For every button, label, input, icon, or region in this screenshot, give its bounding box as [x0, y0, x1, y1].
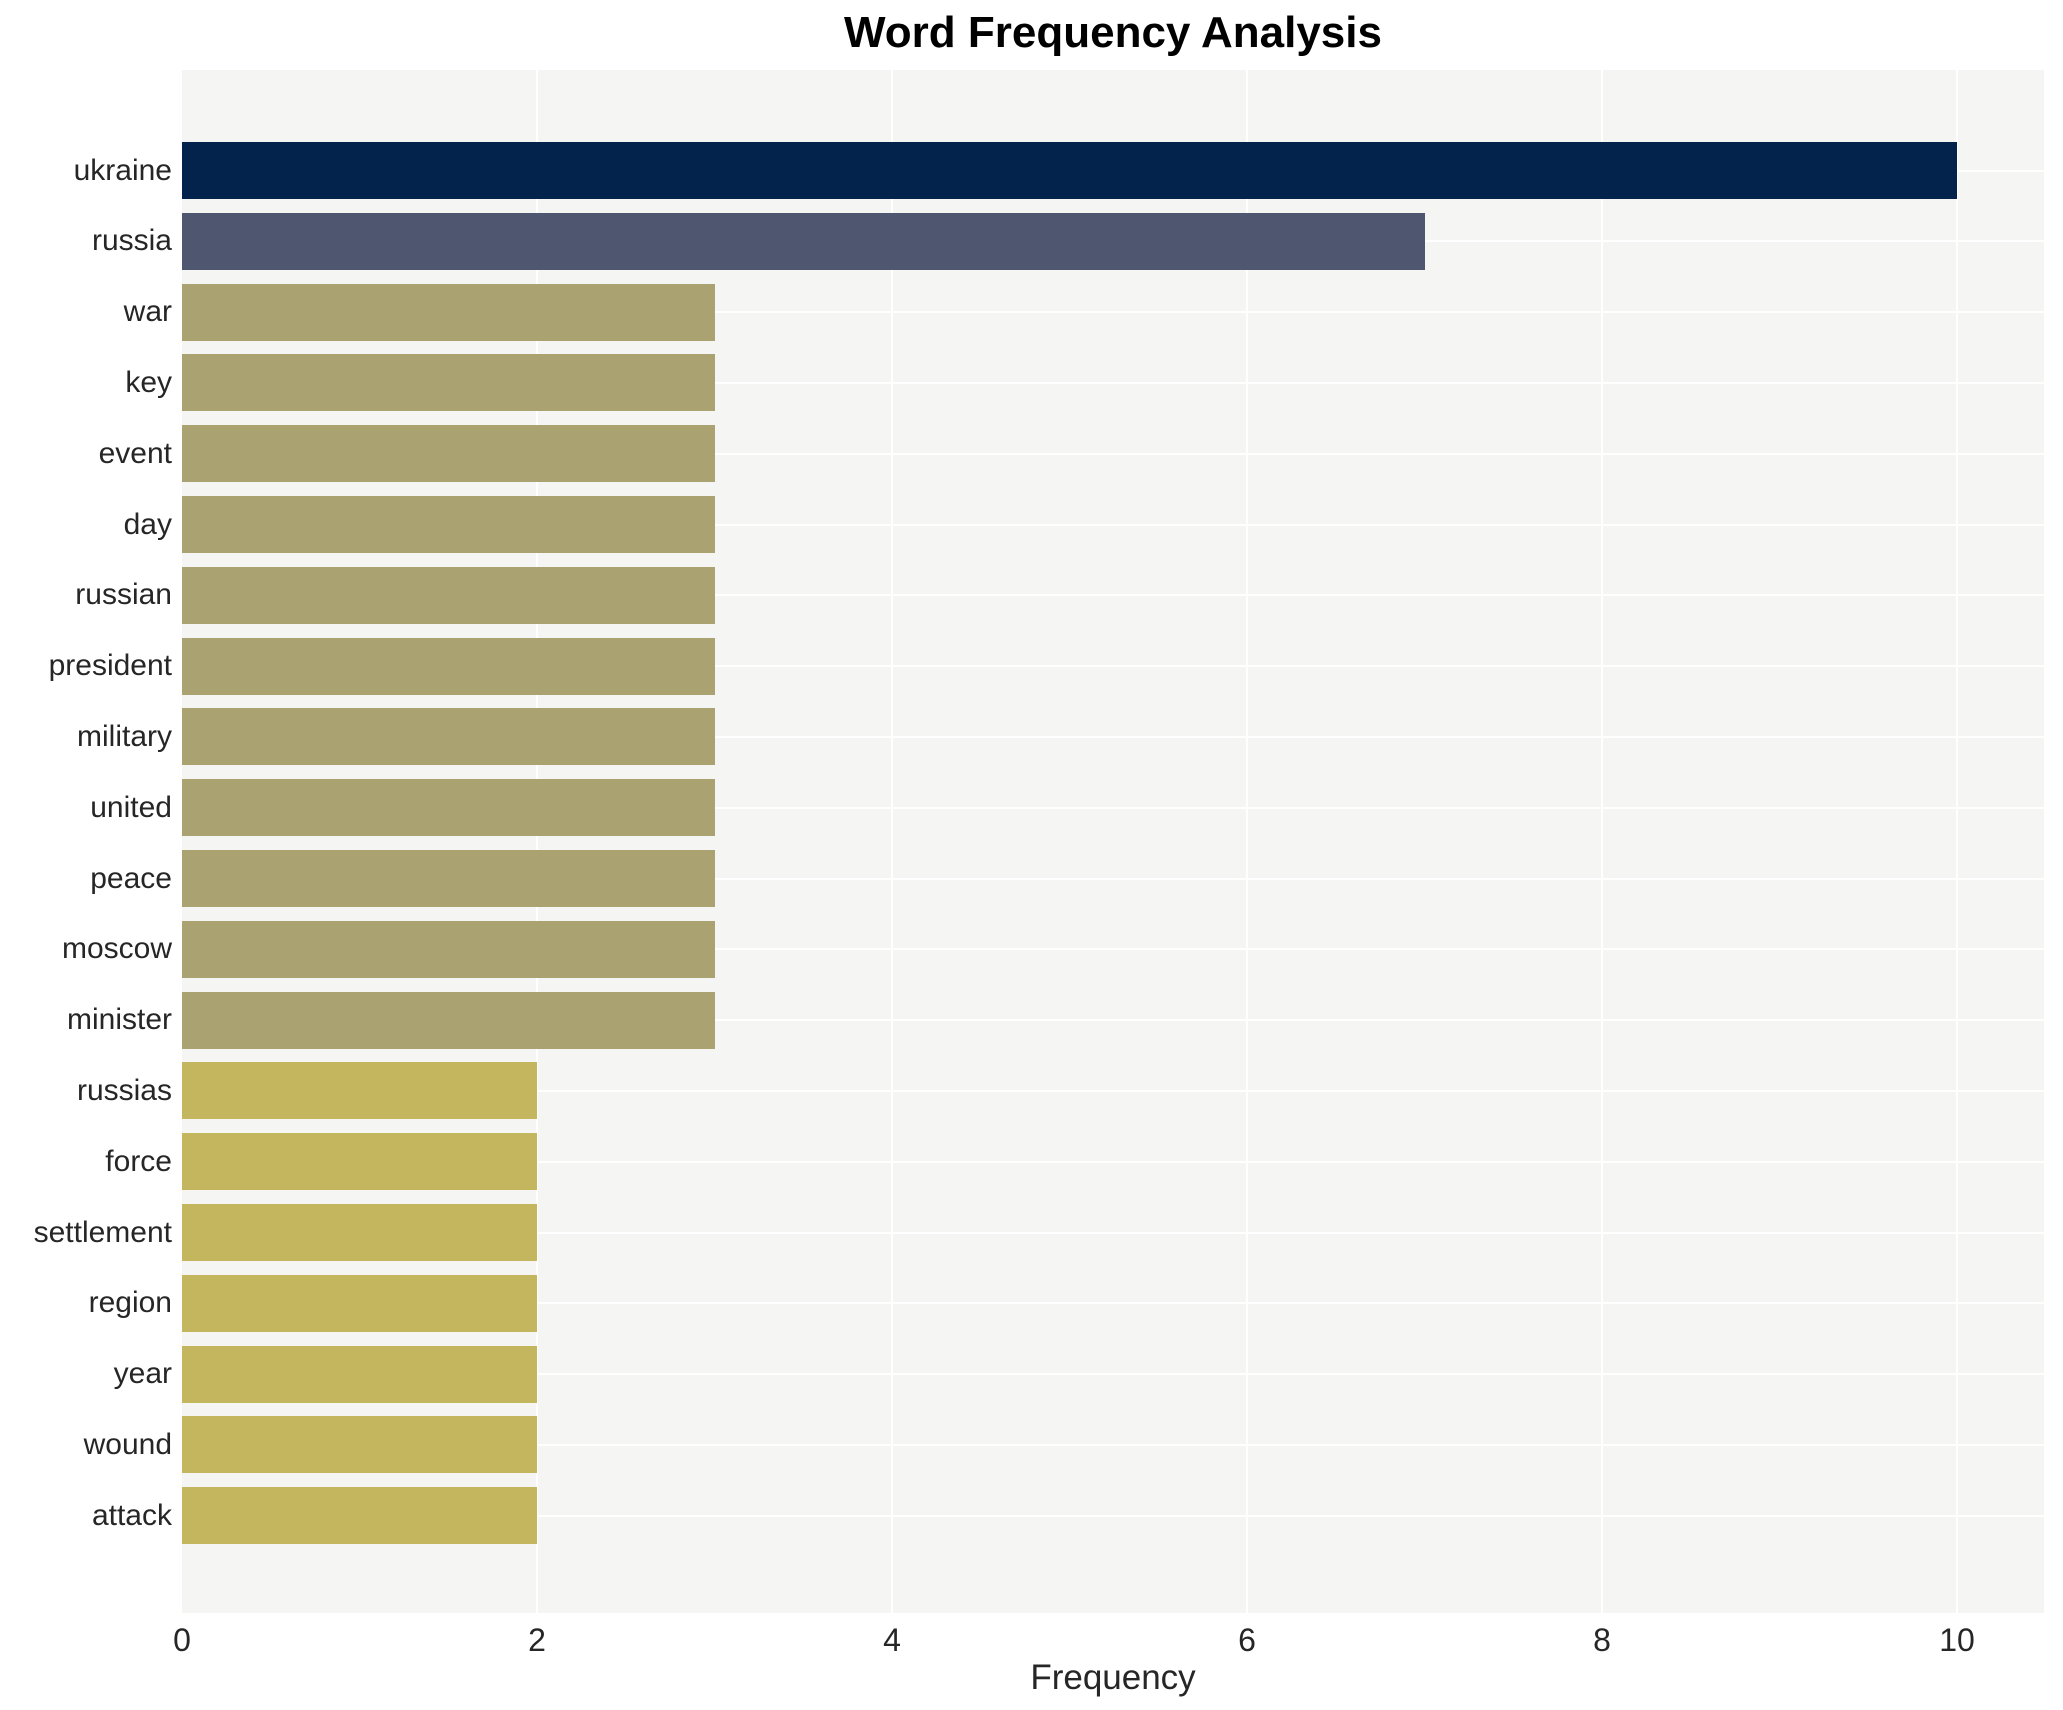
bar-wound — [182, 1416, 537, 1473]
y-gridline — [182, 948, 2044, 950]
y-gridline — [182, 1373, 2044, 1375]
x-gridline — [1246, 70, 1248, 1613]
y-gridline — [182, 524, 2044, 526]
y-gridline — [182, 453, 2044, 455]
y-tick-label-day: day — [123, 508, 172, 541]
y-tick-label-president: president — [48, 649, 172, 682]
bar-united — [182, 779, 715, 836]
x-gridline — [536, 70, 538, 1613]
bar-year — [182, 1346, 537, 1403]
bar-moscow — [182, 921, 715, 978]
y-gridline — [182, 382, 2044, 384]
bar-region — [182, 1275, 537, 1332]
y-gridline — [182, 878, 2044, 880]
bar-russia — [182, 213, 1425, 270]
x-tick-label-0: 0 — [173, 1622, 191, 1658]
y-tick-label-war: war — [123, 295, 172, 328]
y-gridline — [182, 311, 2044, 313]
y-gridline — [182, 1161, 2044, 1163]
y-gridline — [182, 1444, 2044, 1446]
y-gridline — [182, 665, 2044, 667]
y-tick-label-wound: wound — [83, 1428, 172, 1461]
bar-peace — [182, 850, 715, 907]
y-tick-label-region: region — [88, 1286, 172, 1319]
y-gridline — [182, 594, 2044, 596]
y-tick-label-year: year — [113, 1357, 172, 1390]
bar-day — [182, 496, 715, 553]
y-tick-label-settlement: settlement — [33, 1216, 172, 1249]
x-tick-label-2: 2 — [528, 1622, 546, 1658]
y-gridline — [182, 1090, 2044, 1092]
bar-settlement — [182, 1204, 537, 1261]
x-axis-title: Frequency — [1030, 1658, 1196, 1697]
y-tick-label-peace: peace — [90, 862, 172, 895]
bar-president — [182, 638, 715, 695]
y-tick-label-key: key — [125, 366, 172, 399]
y-tick-label-ukraine: ukraine — [73, 154, 172, 187]
y-tick-label-russias: russias — [76, 1074, 172, 1107]
x-gridline — [891, 70, 893, 1613]
x-gridline — [1601, 70, 1603, 1613]
bar-minister — [182, 992, 715, 1049]
plot-area — [182, 70, 2044, 1613]
x-tick-label-4: 4 — [883, 1622, 901, 1658]
y-axis-labels: ukraine russia war key event day russian presid… — [0, 0, 172, 1710]
x-tick-label-6: 6 — [1238, 1622, 1256, 1658]
x-gridline — [1956, 70, 1958, 1613]
y-tick-label-united: united — [90, 791, 172, 824]
bar-war — [182, 284, 715, 341]
bar-attack — [182, 1487, 537, 1544]
bar-russias — [182, 1062, 537, 1119]
y-gridline — [182, 1302, 2044, 1304]
y-tick-label-minister: minister — [66, 1003, 172, 1036]
bar-key — [182, 354, 715, 411]
bar-russian — [182, 567, 715, 624]
chart-title: Word Frequency Analysis — [844, 8, 1382, 57]
y-gridline — [182, 1515, 2044, 1517]
y-gridline — [182, 736, 2044, 738]
y-tick-label-military: military — [77, 720, 172, 753]
y-tick-label-event: event — [98, 437, 172, 470]
x-tick-label-8: 8 — [1593, 1622, 1611, 1658]
y-gridline — [182, 1232, 2044, 1234]
bar-force — [182, 1133, 537, 1190]
y-tick-label-russian: russian — [75, 578, 172, 611]
y-tick-label-moscow: moscow — [61, 932, 172, 965]
y-tick-label-attack: attack — [91, 1499, 172, 1532]
bar-ukraine — [182, 142, 1957, 199]
y-gridline — [182, 807, 2044, 809]
y-tick-label-force: force — [105, 1145, 172, 1178]
bar-event — [182, 425, 715, 482]
x-tick-label-10: 10 — [1939, 1622, 1975, 1658]
bar-military — [182, 708, 715, 765]
y-tick-label-russia: russia — [91, 224, 172, 257]
y-gridline — [182, 1019, 2044, 1021]
